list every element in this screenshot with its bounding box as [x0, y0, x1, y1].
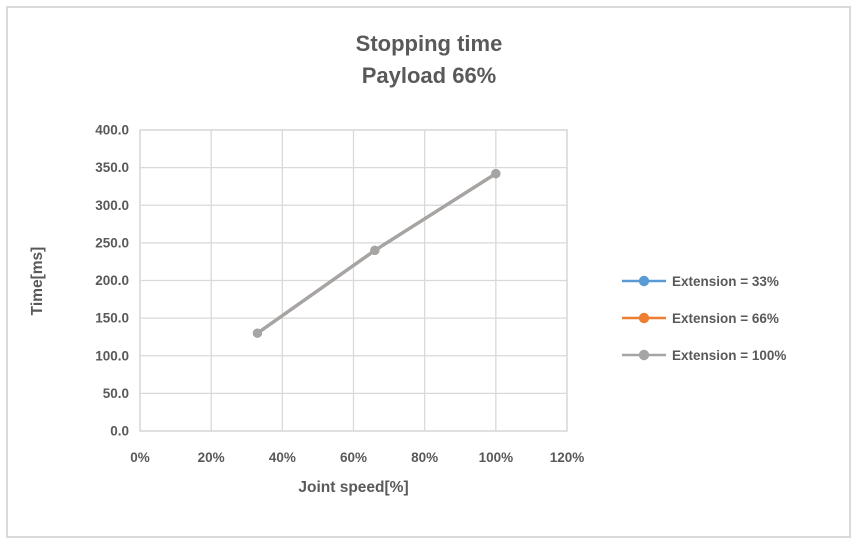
x-tick-label: 120%: [550, 450, 585, 465]
y-tick-label: 350.0: [95, 160, 129, 175]
data-point-marker: [252, 328, 263, 338]
legend-label: Extension = 66%: [672, 310, 779, 326]
y-tick-label: 150.0: [95, 311, 129, 326]
legend-marker-icon: [622, 275, 666, 287]
x-tick-label: 40%: [269, 450, 296, 465]
legend-item: Extension = 66%: [621, 309, 786, 327]
chart-title-line2: Payload 66%: [361, 63, 497, 88]
x-tick-label: 100%: [479, 450, 514, 465]
y-tick-label: 0.0: [110, 424, 129, 439]
data-point-marker: [491, 169, 501, 179]
x-tick-label: 60%: [340, 450, 367, 465]
legend-item: Extension = 100%: [621, 346, 786, 364]
chart-frame: [6, 6, 851, 538]
legend-label: Extension = 33%: [672, 273, 779, 289]
legend-marker-icon: [622, 349, 666, 361]
legend: Extension = 33% Extension = 66% Extension …: [621, 272, 786, 364]
y-tick-label: 50.0: [103, 386, 129, 401]
legend-marker-icon: [622, 312, 666, 324]
y-tick-label: 300.0: [95, 198, 129, 213]
legend-item: Extension = 33%: [621, 272, 786, 290]
chart-title-line1: Stopping time: [355, 31, 503, 56]
plot-border: [139, 129, 568, 432]
x-tick-label: 80%: [411, 450, 438, 465]
x-axis-title: Joint speed[%]: [298, 479, 409, 496]
y-tick-label: 200.0: [95, 273, 129, 288]
y-axis-title: Time[ms]: [29, 246, 46, 316]
x-tick-label: 0%: [130, 450, 150, 465]
chart-title: Stopping time Payload 66%: [0, 28, 858, 92]
y-tick-label: 250.0: [95, 235, 129, 250]
x-tick-label: 20%: [198, 450, 225, 465]
legend-label: Extension = 100%: [672, 347, 787, 363]
data-point-marker: [370, 245, 380, 255]
y-tick-label: 100.0: [95, 348, 129, 363]
y-tick-label: 400.0: [95, 123, 129, 138]
